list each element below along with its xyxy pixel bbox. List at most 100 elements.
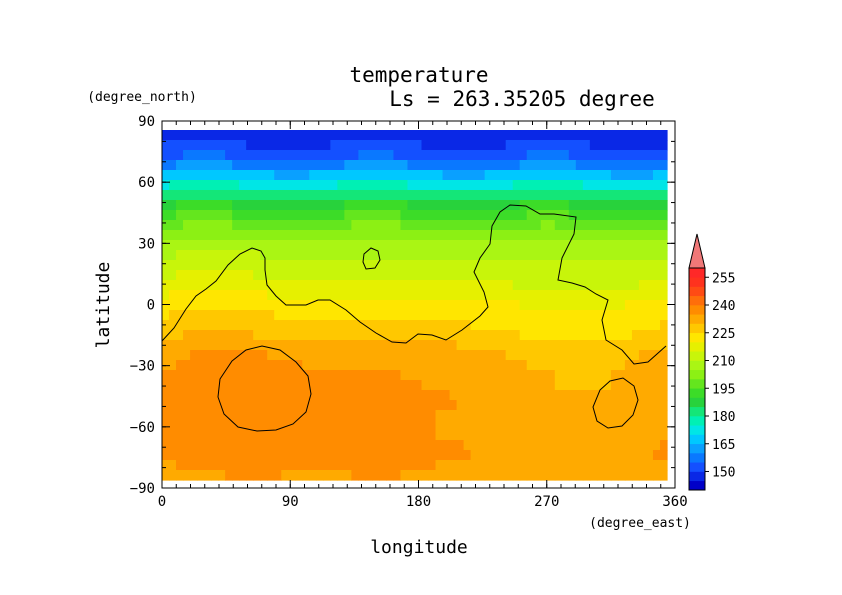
- field-cell: [400, 220, 409, 231]
- field-cell: [463, 350, 472, 361]
- field-cell: [491, 180, 500, 191]
- field-cell: [435, 260, 444, 271]
- field-cell: [498, 180, 507, 191]
- field-cell: [414, 260, 423, 271]
- field-cell: [190, 390, 198, 401]
- field-cell: [442, 360, 451, 371]
- field-cell: [393, 340, 402, 351]
- field-cell: [456, 470, 465, 481]
- field-cell: [519, 210, 528, 221]
- field-cell: [288, 460, 296, 471]
- field-cell: [582, 260, 591, 271]
- field-cell: [176, 260, 184, 271]
- field-cell: [575, 370, 584, 381]
- field-cell: [267, 280, 275, 291]
- field-cell: [162, 190, 170, 201]
- field-cell: [309, 250, 317, 261]
- field-cell: [659, 420, 668, 431]
- field-cell: [414, 360, 423, 371]
- field-cell: [190, 420, 198, 431]
- field-cell: [260, 370, 268, 381]
- field-cell: [393, 250, 402, 261]
- field-cell: [491, 140, 500, 151]
- field-cell: [512, 460, 521, 471]
- field-cell: [309, 160, 317, 171]
- field-cell: [344, 130, 352, 141]
- field-cell: [575, 340, 584, 351]
- field-cell: [162, 200, 170, 211]
- field-cell: [386, 330, 395, 341]
- field-cell: [337, 390, 345, 401]
- field-cell: [372, 190, 381, 201]
- field-cell: [484, 140, 493, 151]
- field-cell: [540, 280, 549, 291]
- field-cell: [470, 290, 479, 301]
- field-cell: [407, 180, 416, 191]
- field-cell: [358, 150, 366, 161]
- field-cell: [575, 430, 584, 441]
- field-cell: [610, 180, 619, 191]
- field-cell: [365, 450, 374, 461]
- field-cell: [442, 380, 451, 391]
- field-cell: [372, 450, 381, 461]
- field-cell: [267, 390, 275, 401]
- field-cell: [204, 240, 212, 251]
- field-cell: [526, 200, 535, 211]
- field-cell: [638, 250, 647, 261]
- field-cell: [379, 250, 388, 261]
- field-cell: [274, 200, 282, 211]
- field-cell: [316, 380, 324, 391]
- field-cell: [512, 360, 521, 371]
- field-cell: [526, 240, 535, 251]
- field-cell: [197, 150, 205, 161]
- field-cell: [183, 210, 191, 221]
- field-cell: [169, 200, 177, 211]
- field-cell: [652, 240, 661, 251]
- field-cell: [533, 340, 542, 351]
- field-cell: [204, 210, 212, 221]
- field-cell: [386, 450, 395, 461]
- field-cell: [582, 390, 591, 401]
- field-cell: [463, 450, 472, 461]
- field-cell: [274, 460, 282, 471]
- field-cell: [344, 150, 352, 161]
- field-cell: [540, 220, 549, 231]
- field-cell: [232, 240, 240, 251]
- field-cell: [652, 190, 661, 201]
- field-cell: [596, 470, 605, 481]
- field-cell: [337, 420, 345, 431]
- field-cell: [232, 310, 240, 321]
- field-cell: [351, 220, 359, 231]
- field-cell: [344, 200, 352, 211]
- field-cell: [428, 310, 437, 321]
- field-cell: [638, 340, 647, 351]
- field-cell: [561, 150, 570, 161]
- field-cell: [302, 250, 310, 261]
- field-cell: [344, 170, 352, 181]
- field-cell: [463, 430, 472, 441]
- field-cell: [484, 300, 493, 311]
- field-cell: [470, 190, 479, 201]
- field-cell: [239, 410, 247, 421]
- field-cell: [239, 450, 247, 461]
- field-cell: [463, 290, 472, 301]
- field-cell: [288, 180, 296, 191]
- field-cell: [596, 150, 605, 161]
- field-cell: [344, 470, 352, 481]
- field-cell: [302, 170, 310, 181]
- field-cell: [344, 290, 352, 301]
- field-cell: [330, 320, 338, 331]
- field-cell: [610, 280, 619, 291]
- field-cell: [610, 380, 619, 391]
- field-cell: [428, 400, 437, 411]
- field-cell: [358, 450, 366, 461]
- field-cell: [260, 150, 268, 161]
- colorbar-frame: [688, 267, 706, 491]
- field-cell: [190, 230, 198, 241]
- field-cell: [316, 360, 324, 371]
- field-cell: [470, 370, 479, 381]
- field-cell: [267, 330, 275, 341]
- field-cell: [400, 300, 409, 311]
- field-cell: [414, 370, 423, 381]
- field-cell: [169, 350, 177, 361]
